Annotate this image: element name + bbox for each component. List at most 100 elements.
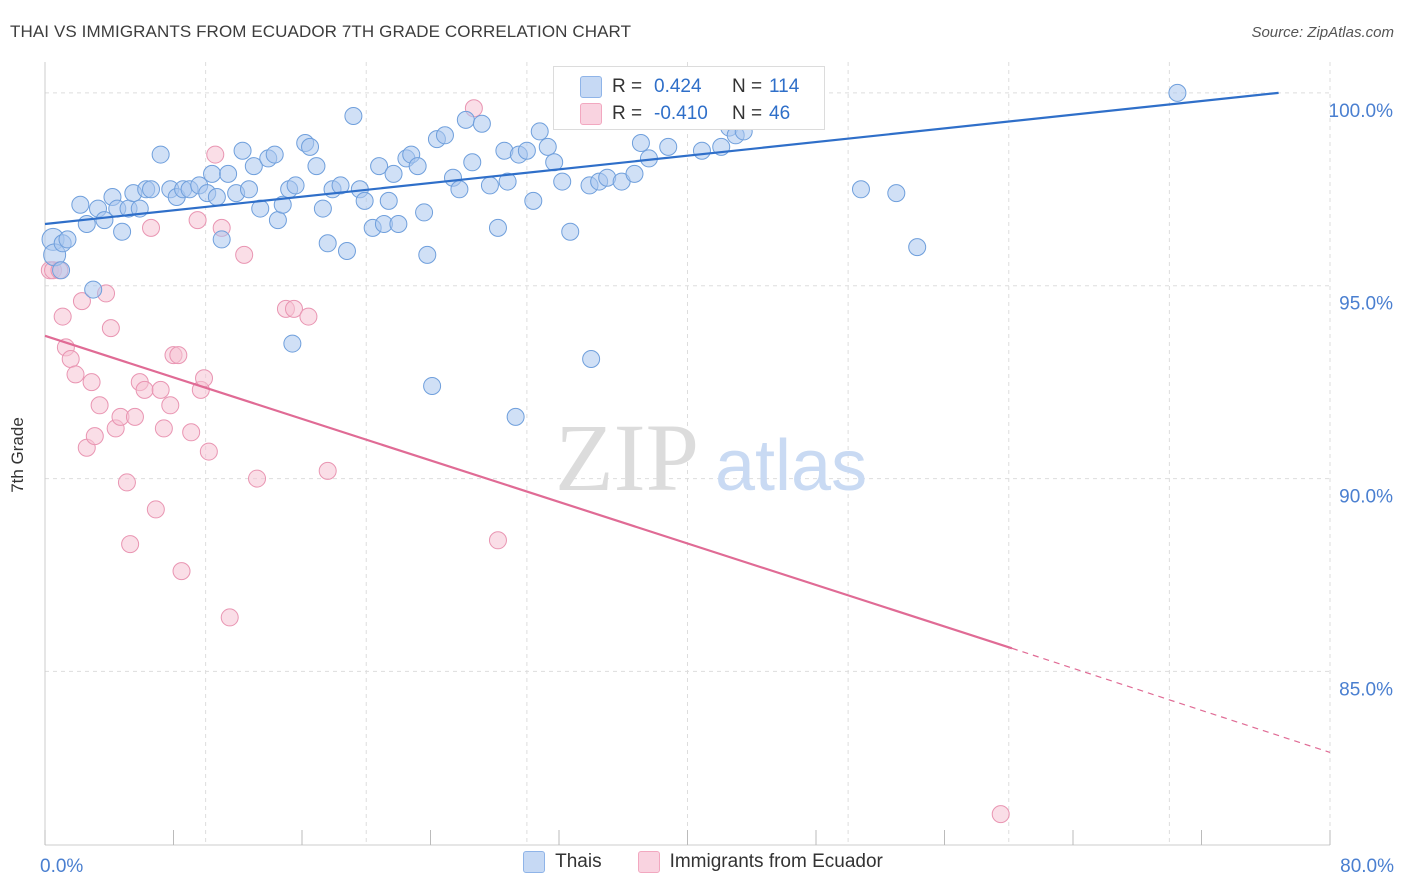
data-point-thais bbox=[318, 234, 337, 253]
data-point-ecuador bbox=[72, 292, 91, 311]
x-tick-label: 0.0% bbox=[40, 856, 83, 877]
data-point-thais bbox=[331, 176, 350, 195]
stats-r-value-thais: 0.424 bbox=[654, 76, 702, 97]
data-point-thais bbox=[313, 199, 332, 218]
trend-line-ecuador-extension bbox=[1011, 647, 1331, 753]
data-point-ecuador bbox=[90, 396, 109, 415]
data-point-thais bbox=[887, 184, 906, 203]
data-point-ecuador bbox=[188, 211, 207, 230]
data-point-thais bbox=[95, 211, 114, 230]
watermark-atlas: atlas bbox=[715, 426, 867, 506]
data-point-thais bbox=[239, 180, 258, 199]
data-point-thais bbox=[389, 215, 408, 233]
data-point-thais bbox=[212, 230, 231, 249]
legend-swatch-ecuador bbox=[637, 851, 660, 873]
data-point-thais bbox=[851, 180, 870, 199]
points-immigrants-from-ecuador bbox=[40, 99, 1010, 824]
data-point-thais bbox=[52, 261, 71, 280]
data-point-thais bbox=[344, 107, 363, 125]
legend-swatch-thais bbox=[523, 851, 546, 873]
y-tick-label: 85.0% bbox=[1339, 679, 1393, 700]
data-point-thais bbox=[463, 153, 482, 172]
stats-r-label: R = bbox=[612, 76, 643, 97]
data-point-thais bbox=[71, 195, 90, 214]
data-point-thais bbox=[384, 164, 403, 183]
data-point-thais bbox=[418, 245, 437, 264]
data-point-thais bbox=[423, 377, 442, 395]
data-point-ecuador bbox=[151, 380, 170, 399]
data-point-ecuador bbox=[182, 423, 201, 442]
data-point-thais bbox=[58, 230, 77, 249]
data-point-ecuador bbox=[142, 218, 161, 237]
data-point-thais bbox=[370, 157, 389, 176]
data-point-thais bbox=[283, 334, 302, 353]
data-point-ecuador bbox=[161, 396, 180, 415]
stats-box: R = 0.424 N = 114 R = -0.410 N = 46 bbox=[553, 66, 825, 130]
data-point-ecuador bbox=[117, 473, 136, 492]
data-point-ecuador bbox=[121, 535, 140, 554]
data-point-thais bbox=[286, 176, 305, 195]
data-point-ecuador bbox=[488, 531, 507, 550]
data-point-ecuador bbox=[146, 500, 165, 519]
data-point-ecuador bbox=[199, 442, 218, 461]
data-point-thais bbox=[472, 114, 491, 133]
stats-n-value-ecuador: 46 bbox=[769, 103, 791, 124]
data-point-thais bbox=[659, 137, 678, 156]
data-point-thais bbox=[207, 188, 226, 206]
data-point-ecuador bbox=[66, 365, 85, 384]
data-point-thais bbox=[553, 172, 572, 191]
data-point-thais bbox=[435, 126, 454, 145]
data-point-thais bbox=[561, 222, 580, 241]
data-point-thais bbox=[692, 141, 711, 160]
data-point-thais bbox=[265, 145, 284, 164]
stats-n-label: N = bbox=[732, 76, 763, 97]
data-point-ecuador bbox=[172, 562, 191, 581]
watermark-zip: ZIP bbox=[555, 404, 699, 511]
data-point-ecuador bbox=[154, 419, 173, 438]
stats-swatch-ecuador bbox=[580, 103, 602, 125]
data-point-ecuador bbox=[53, 307, 72, 326]
data-point-ecuador bbox=[101, 319, 120, 338]
data-point-thais bbox=[506, 407, 525, 426]
data-point-thais bbox=[488, 218, 507, 237]
data-point-thais bbox=[203, 164, 222, 183]
data-point-thais bbox=[480, 176, 499, 195]
legend-item-ecuador[interactable]: Immigrants from Ecuador bbox=[637, 851, 883, 873]
data-point-thais bbox=[84, 280, 103, 299]
stats-row-thais: R = 0.424 N = 114 bbox=[554, 73, 824, 101]
data-point-thais bbox=[355, 191, 374, 210]
legend-label-thais: Thais bbox=[555, 851, 602, 872]
data-point-thais bbox=[415, 203, 434, 222]
data-point-thais bbox=[379, 191, 398, 210]
legend: Thais Immigrants from Ecuador bbox=[0, 851, 1406, 873]
data-point-ecuador bbox=[169, 346, 188, 365]
data-point-thais bbox=[244, 157, 263, 176]
data-point-thais bbox=[268, 211, 287, 230]
data-point-thais bbox=[219, 164, 238, 183]
trend-lines bbox=[44, 91, 1331, 753]
data-point-thais bbox=[524, 191, 543, 210]
data-point-thais bbox=[498, 172, 517, 191]
data-point-ecuador bbox=[299, 307, 318, 326]
stats-row-ecuador: R = -0.410 N = 46 bbox=[554, 100, 824, 128]
data-point-thais bbox=[113, 222, 132, 241]
legend-label-ecuador: Immigrants from Ecuador bbox=[669, 851, 883, 872]
data-point-thais bbox=[456, 110, 475, 129]
data-point-ecuador bbox=[125, 407, 144, 426]
data-point-thais bbox=[530, 122, 549, 141]
axes bbox=[44, 62, 1331, 846]
y-tick-label: 95.0% bbox=[1339, 294, 1393, 315]
legend-item-thais[interactable]: Thais bbox=[523, 851, 602, 873]
stats-n-value-thais: 114 bbox=[769, 76, 800, 97]
data-point-ecuador bbox=[135, 380, 154, 399]
data-point-ecuador bbox=[991, 805, 1010, 824]
data-point-thais bbox=[233, 141, 252, 160]
data-point-thais bbox=[337, 242, 356, 260]
y-tick-label: 90.0% bbox=[1339, 487, 1393, 508]
stats-n-label: N = bbox=[732, 103, 763, 124]
data-point-thais bbox=[408, 157, 427, 176]
stats-swatch-thais bbox=[580, 76, 602, 98]
y-axis-label: 7th Grade bbox=[8, 417, 27, 493]
points-thais bbox=[41, 83, 1187, 426]
